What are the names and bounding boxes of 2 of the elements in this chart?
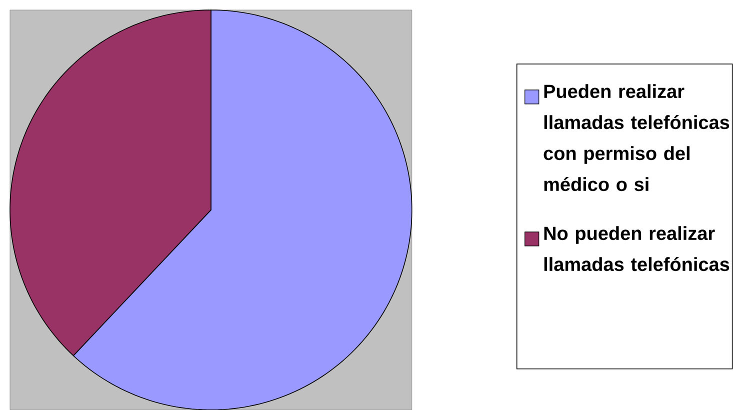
legend-label: Pueden realizar llamadas telefónicas con permiso del médico o si: [544, 84, 730, 191]
legend-label: No pueden realizar llamadas telefónicas: [544, 226, 730, 271]
